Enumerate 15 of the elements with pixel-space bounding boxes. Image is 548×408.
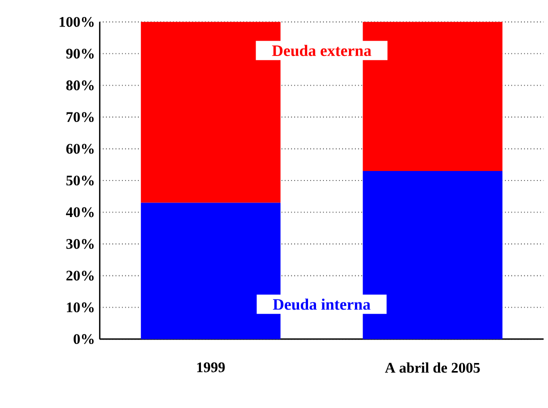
y-tick-label: 0% bbox=[74, 334, 94, 344]
y-tick-label: 40% bbox=[66, 207, 94, 218]
y-tick-label: 10% bbox=[66, 302, 94, 312]
y-tick-label: 50% bbox=[66, 176, 94, 186]
x-tick-label: 1999 bbox=[197, 362, 225, 372]
y-tick-label: 30% bbox=[66, 239, 94, 249]
y-tick-label: 60% bbox=[66, 144, 94, 154]
series-label: Deuda externa bbox=[272, 44, 372, 56]
x-tick-label: A abril de 2005 bbox=[385, 362, 480, 373]
y-tick-label: 20% bbox=[66, 270, 94, 281]
y-tick-label: 80% bbox=[66, 80, 94, 90]
y-tick-label: 100% bbox=[60, 17, 94, 27]
y-tick-label: 90% bbox=[66, 48, 94, 59]
series-label: Deuda interna bbox=[272, 298, 370, 310]
y-tick-label: 70% bbox=[66, 112, 94, 122]
